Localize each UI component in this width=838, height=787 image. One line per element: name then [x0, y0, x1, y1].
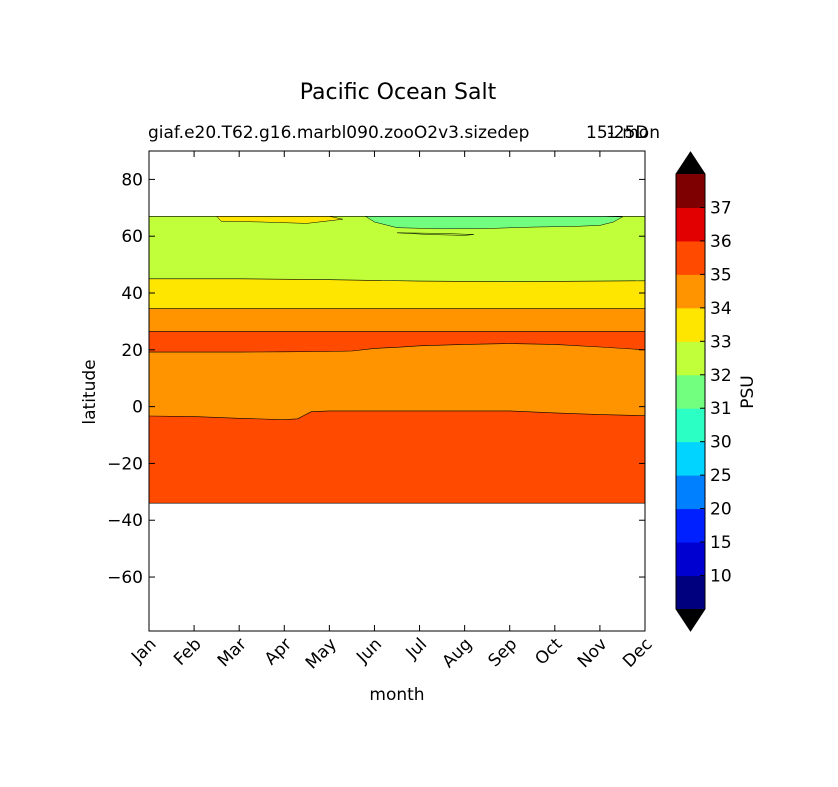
colorbar-tick-label: 30 — [710, 433, 732, 453]
x-tick-label: Jun — [352, 634, 386, 668]
plot-frame — [148, 150, 646, 632]
colorbar-tick-label: 36 — [710, 232, 732, 252]
y-tick-label: −60 — [107, 568, 143, 588]
band-33-34-upper — [149, 278, 645, 309]
y-tick-label: −20 — [107, 454, 143, 474]
contour-line-upper — [149, 343, 646, 353]
colorbar-segment — [676, 240, 705, 275]
chart-subtitle-right: 1 mon — [606, 123, 660, 143]
colorbar-frame — [675, 151, 706, 632]
colorbar-segment — [676, 174, 705, 208]
band-34-35-upper — [149, 308, 645, 332]
contour-line-lower — [148, 410, 646, 421]
x-axis-label: month — [369, 685, 424, 705]
x-tick-label: Jul — [402, 634, 431, 663]
colorbar-tick-label: 32 — [710, 366, 732, 386]
colorbar-segment — [676, 542, 705, 577]
x-tick-label: Sep — [484, 634, 521, 671]
y-tick-label: 20 — [121, 341, 143, 361]
colorbar-segment — [676, 408, 705, 443]
band-35-36-upper — [149, 331, 645, 353]
colorbar: 10 15 20 25 30 31 32 33 34 35 36 37 — [675, 151, 732, 632]
colorbar-tick-label: 10 — [710, 567, 732, 587]
y-tick-label: 40 — [121, 284, 143, 304]
plot-area: Jan Feb Mar Apr May Jun Jul Aug Sep Oct Nov Dec 80 60… — [107, 150, 657, 673]
chart-subtitle-left: giaf.e20.T62.g16.marbl090.zooO2v3.sizede… — [148, 123, 529, 143]
colorbar-extend-max — [676, 152, 705, 174]
colorbar-label: PSU — [738, 375, 758, 409]
y-tick-label: 60 — [121, 227, 143, 247]
contour-inner-patch — [396, 232, 474, 236]
chart-subtitle-overlap: 15-25D — [586, 123, 649, 143]
colorbar-tick-label: 15 — [710, 533, 732, 553]
x-tick-label: Feb — [170, 634, 205, 669]
colorbar-segment — [676, 475, 705, 510]
contour-line-44 — [149, 278, 646, 283]
chart-title: Pacific Ocean Salt — [300, 80, 497, 105]
colorbar-segment — [676, 508, 705, 543]
x-tick-label: Dec — [619, 634, 656, 671]
x-tick-label: Aug — [439, 634, 477, 672]
x-tick-label: Nov — [574, 634, 612, 672]
x-tick-label: May — [302, 634, 341, 673]
colorbar-segment — [676, 207, 705, 242]
colorbar-tick-label: 25 — [710, 466, 732, 486]
colorbar-tick-label: 35 — [710, 265, 732, 285]
y-tick-label: −40 — [107, 511, 143, 531]
colorbar-tick-label: 20 — [710, 500, 732, 520]
x-tick-label: Oct — [531, 634, 566, 669]
band-34-35-middle — [149, 343, 645, 420]
y-axis-label: latitude — [80, 359, 100, 424]
y-tick-label: 80 — [121, 170, 143, 190]
colorbar-segment — [676, 575, 705, 610]
colorbar-segment — [676, 374, 705, 409]
y-tick-label: 0 — [132, 398, 143, 418]
colorbar-tick-label: 34 — [710, 299, 732, 319]
colorbar-tick-label: 31 — [710, 399, 732, 419]
x-tick-label: Mar — [214, 634, 251, 671]
band-35-36-lower — [149, 410, 645, 504]
x-tick-label: Apr — [261, 634, 296, 669]
colorbar-segment — [676, 274, 705, 309]
x-tick-label: Jan — [127, 634, 160, 667]
colorbar-extend-min — [676, 609, 705, 631]
colorbar-segment — [676, 307, 705, 342]
colorbar-segment — [676, 341, 705, 376]
colorbar-tick-label: 33 — [710, 332, 732, 352]
colorbar-tick-label: 37 — [710, 198, 732, 218]
colorbar-segment — [676, 441, 705, 476]
